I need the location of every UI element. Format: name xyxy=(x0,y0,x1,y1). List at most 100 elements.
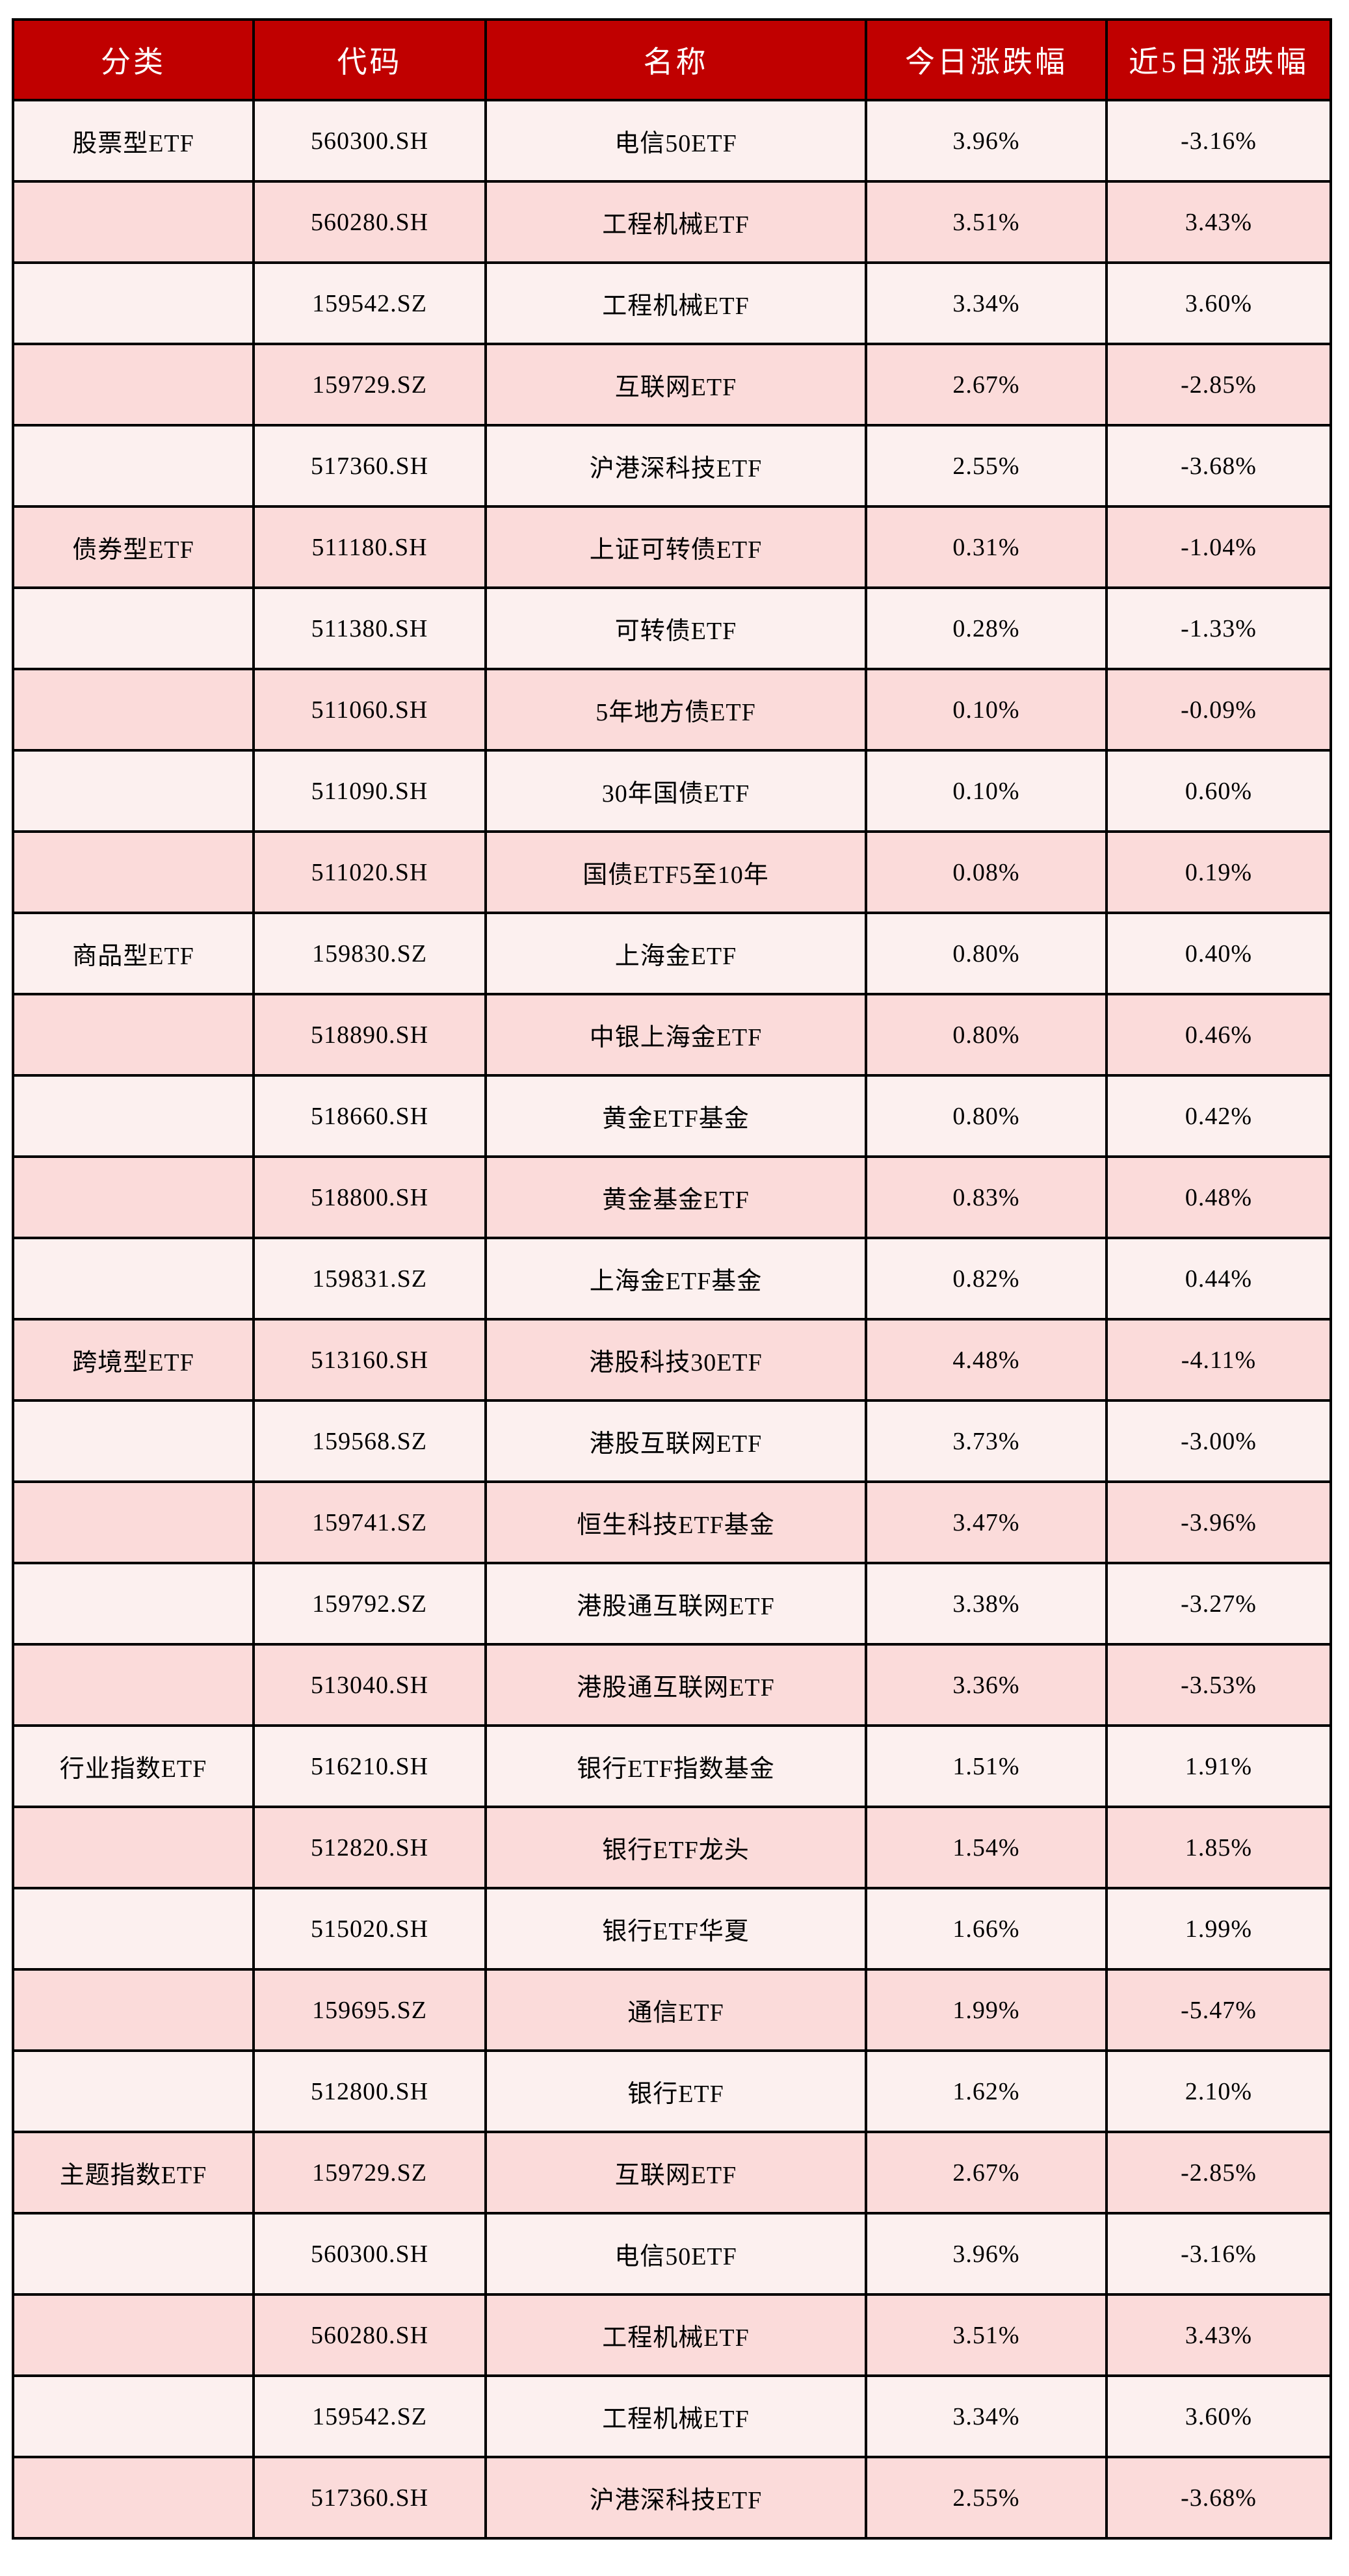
code-cell: 513160.SH xyxy=(252,1318,487,1402)
column-header-category: 分类 xyxy=(12,18,255,101)
today-change-cell: 2.55% xyxy=(865,2456,1108,2540)
table-row: 159729.SZ 互联网ETF 2.67% -2.85% xyxy=(12,343,1332,427)
category-cell xyxy=(12,2374,255,2458)
code-cell: 159542.SZ xyxy=(252,2374,487,2458)
name-cell: 30年国债ETF xyxy=(484,749,867,833)
category-cell xyxy=(12,1968,255,2052)
five-day-change-cell: -3.53% xyxy=(1105,1643,1332,1727)
etf-change-table-wrap: 分类 代码 名称 今日涨跌幅 近5日涨跌幅 股票型ETF 560300.SH 电信5… xyxy=(12,18,1332,2540)
code-cell: 511060.SH xyxy=(252,668,487,752)
category-cell xyxy=(12,1806,255,1889)
five-day-change-cell: 3.43% xyxy=(1105,180,1332,264)
five-day-change-cell: 3.60% xyxy=(1105,261,1332,345)
table-row: 行业指数ETF 516210.SH 银行ETF指数基金 1.51% 1.91% xyxy=(12,1724,1332,1808)
table-row: 股票型ETF 560300.SH 电信50ETF 3.96% -3.16% xyxy=(12,99,1332,183)
category-cell xyxy=(12,424,255,508)
code-cell: 560280.SH xyxy=(252,2293,487,2377)
today-change-cell: 3.47% xyxy=(865,1480,1108,1564)
category-cell xyxy=(12,586,255,670)
name-cell: 电信50ETF xyxy=(484,2212,867,2296)
five-day-change-cell: 2.10% xyxy=(1105,2049,1332,2133)
table-row: 主题指数ETF 159729.SZ 互联网ETF 2.67% -2.85% xyxy=(12,2131,1332,2215)
category-cell xyxy=(12,1399,255,1483)
code-cell: 511380.SH xyxy=(252,586,487,670)
table-row: 517360.SH 沪港深科技ETF 2.55% -3.68% xyxy=(12,424,1332,508)
five-day-change-cell: 0.48% xyxy=(1105,1155,1332,1239)
table-row: 518890.SH 中银上海金ETF 0.80% 0.46% xyxy=(12,993,1332,1077)
table-row: 159542.SZ 工程机械ETF 3.34% 3.60% xyxy=(12,2374,1332,2458)
five-day-change-cell: 0.40% xyxy=(1105,912,1332,995)
code-cell: 159792.SZ xyxy=(252,1562,487,1646)
code-cell: 511020.SH xyxy=(252,830,487,914)
five-day-change-cell: -2.85% xyxy=(1105,2131,1332,2215)
name-cell: 通信ETF xyxy=(484,1968,867,2052)
category-cell xyxy=(12,2212,255,2296)
category-cell xyxy=(12,261,255,345)
name-cell: 沪港深科技ETF xyxy=(484,424,867,508)
category-cell xyxy=(12,830,255,914)
today-change-cell: 0.82% xyxy=(865,1237,1108,1321)
five-day-change-cell: 0.60% xyxy=(1105,749,1332,833)
name-cell: 互联网ETF xyxy=(484,343,867,427)
name-cell: 5年地方债ETF xyxy=(484,668,867,752)
five-day-change-cell: 1.91% xyxy=(1105,1724,1332,1808)
five-day-change-cell: -1.04% xyxy=(1105,505,1332,589)
code-cell: 517360.SH xyxy=(252,424,487,508)
today-change-cell: 0.10% xyxy=(865,749,1108,833)
five-day-change-cell: 3.43% xyxy=(1105,2293,1332,2377)
code-cell: 560300.SH xyxy=(252,2212,487,2296)
five-day-change-cell: -2.85% xyxy=(1105,343,1332,427)
today-change-cell: 3.96% xyxy=(865,99,1108,183)
category-cell xyxy=(12,2049,255,2133)
name-cell: 银行ETF华夏 xyxy=(484,1887,867,1971)
five-day-change-cell: 0.42% xyxy=(1105,1074,1332,1158)
code-cell: 516210.SH xyxy=(252,1724,487,1808)
table-row: 511090.SH 30年国债ETF 0.10% 0.60% xyxy=(12,749,1332,833)
etf-change-table: 分类 代码 名称 今日涨跌幅 近5日涨跌幅 股票型ETF 560300.SH 电信5… xyxy=(12,18,1332,2540)
today-change-cell: 0.08% xyxy=(865,830,1108,914)
five-day-change-cell: 0.19% xyxy=(1105,830,1332,914)
five-day-change-cell: -3.27% xyxy=(1105,1562,1332,1646)
code-cell: 159831.SZ xyxy=(252,1237,487,1321)
five-day-change-cell: 0.44% xyxy=(1105,1237,1332,1321)
table-row: 515020.SH 银行ETF华夏 1.66% 1.99% xyxy=(12,1887,1332,1971)
category-cell xyxy=(12,993,255,1077)
today-change-cell: 0.10% xyxy=(865,668,1108,752)
header-row: 分类 代码 名称 今日涨跌幅 近5日涨跌幅 xyxy=(12,18,1332,101)
today-change-cell: 1.54% xyxy=(865,1806,1108,1889)
today-change-cell: 3.96% xyxy=(865,2212,1108,2296)
five-day-change-cell: -4.11% xyxy=(1105,1318,1332,1402)
category-cell: 商品型ETF xyxy=(12,912,255,995)
table-row: 512820.SH 银行ETF龙头 1.54% 1.85% xyxy=(12,1806,1332,1889)
five-day-change-cell: -3.16% xyxy=(1105,99,1332,183)
table-row: 159568.SZ 港股互联网ETF 3.73% -3.00% xyxy=(12,1399,1332,1483)
five-day-change-cell: 0.46% xyxy=(1105,993,1332,1077)
category-cell xyxy=(12,1643,255,1727)
table-row: 513040.SH 港股通互联网ETF 3.36% -3.53% xyxy=(12,1643,1332,1727)
today-change-cell: 2.55% xyxy=(865,424,1108,508)
name-cell: 沪港深科技ETF xyxy=(484,2456,867,2540)
category-cell xyxy=(12,1887,255,1971)
code-cell: 560300.SH xyxy=(252,99,487,183)
name-cell: 国债ETF5至10年 xyxy=(484,830,867,914)
table-row: 511020.SH 国债ETF5至10年 0.08% 0.19% xyxy=(12,830,1332,914)
today-change-cell: 0.28% xyxy=(865,586,1108,670)
name-cell: 电信50ETF xyxy=(484,99,867,183)
code-cell: 518660.SH xyxy=(252,1074,487,1158)
table-row: 债券型ETF 511180.SH 上证可转债ETF 0.31% -1.04% xyxy=(12,505,1332,589)
category-cell xyxy=(12,180,255,264)
category-cell xyxy=(12,1562,255,1646)
column-header-5day-chg: 近5日涨跌幅 xyxy=(1105,18,1332,101)
name-cell: 银行ETF指数基金 xyxy=(484,1724,867,1808)
today-change-cell: 0.80% xyxy=(865,912,1108,995)
name-cell: 工程机械ETF xyxy=(484,2374,867,2458)
table-row: 159741.SZ 恒生科技ETF基金 3.47% -3.96% xyxy=(12,1480,1332,1564)
column-header-code: 代码 xyxy=(252,18,487,101)
today-change-cell: 2.67% xyxy=(865,2131,1108,2215)
table-row: 511380.SH 可转债ETF 0.28% -1.33% xyxy=(12,586,1332,670)
category-cell: 跨境型ETF xyxy=(12,1318,255,1402)
code-cell: 159542.SZ xyxy=(252,261,487,345)
table-row: 560280.SH 工程机械ETF 3.51% 3.43% xyxy=(12,180,1332,264)
name-cell: 上证可转债ETF xyxy=(484,505,867,589)
name-cell: 恒生科技ETF基金 xyxy=(484,1480,867,1564)
